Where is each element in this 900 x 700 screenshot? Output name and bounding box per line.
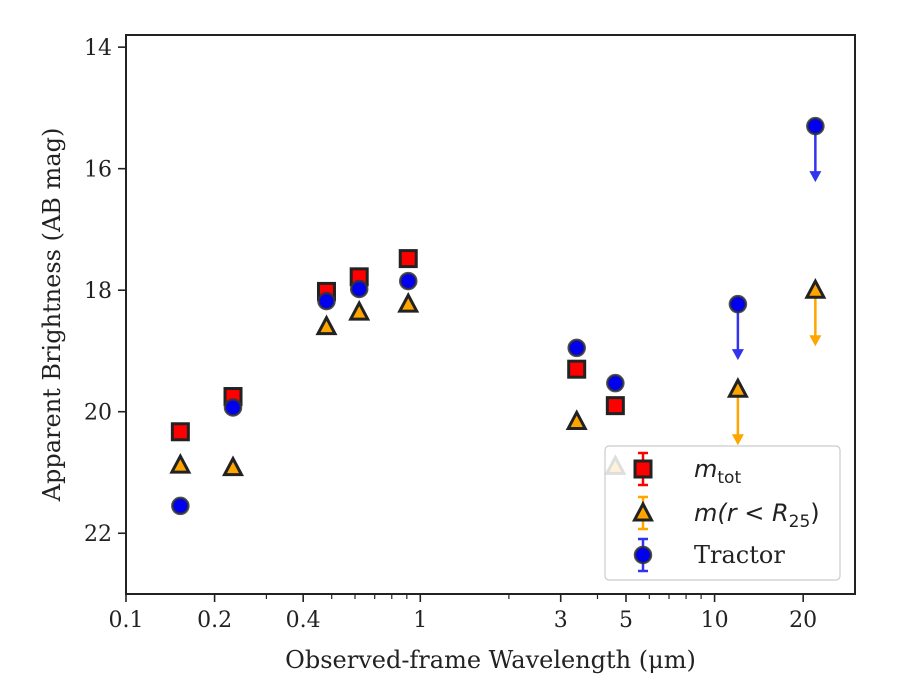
legend-label: mtot [694,455,741,488]
x-tick-label: 1 [413,608,427,633]
x-axis-label: Observed-frame Wavelength (μm) [285,646,696,674]
y-tick-label: 16 [84,158,112,183]
data-point-triangle [804,277,827,299]
data-point-circle [806,116,825,136]
data-point-circle [349,279,369,299]
series-circles [171,116,825,516]
axis-ticks: 0.1 0.2 0.4 1 3 5 10 20 14 16 18 20 22 [84,36,817,633]
x-tick-label: 3 [554,608,568,633]
legend: mtot m(r < R25) Tractor [604,445,841,581]
legend-label: m(r < R25) [694,499,820,532]
legend-label: Tractor [694,541,785,569]
upper-limit-arrow-head [809,171,822,183]
x-tick-label: 5 [619,608,633,633]
data-point-square [398,249,418,269]
legend-marker-triangle [632,500,654,522]
legend-marker-circle [633,545,653,565]
series-squares [170,249,625,442]
data-point-square [170,422,190,442]
upper-limit-arrow-head [731,434,744,446]
data-point-circle [567,338,586,358]
data-point-triangle [565,409,588,430]
y-axis-label: Apparent Brightness (AB mag) [38,128,66,503]
upper-limit-arrow-head [731,349,744,361]
data-point-square [567,359,587,379]
y-tick-label: 22 [84,522,112,547]
x-tick-label: 20 [789,608,817,633]
y-tick-label: 20 [84,401,112,426]
x-tick-label: 0.4 [286,608,321,633]
data-point-circle [171,496,190,516]
data-point-square [605,396,625,416]
data-point-triangle [726,377,749,398]
x-tick-label: 10 [701,608,729,633]
series-triangles [169,277,827,477]
plot-frame [125,34,856,595]
data-point-triangle [222,455,245,477]
legend-box [604,445,841,581]
data-point-triangle [169,452,192,474]
x-tick-label: 0.2 [197,608,232,633]
data-layer [169,116,827,516]
upper-limit-arrow-head [809,335,822,347]
y-tick-label: 18 [84,279,112,304]
data-point-circle [317,291,336,311]
data-point-circle [398,271,418,291]
data-point-circle [728,294,748,314]
data-point-triangle [348,299,371,321]
y-tick-label: 14 [84,36,112,61]
legend-marker-square [633,459,653,479]
data-point-circle [606,373,625,393]
data-point-triangle [397,291,420,313]
data-point-triangle [315,314,338,336]
x-tick-label: 0.1 [109,608,144,633]
data-point-circle [223,398,243,417]
